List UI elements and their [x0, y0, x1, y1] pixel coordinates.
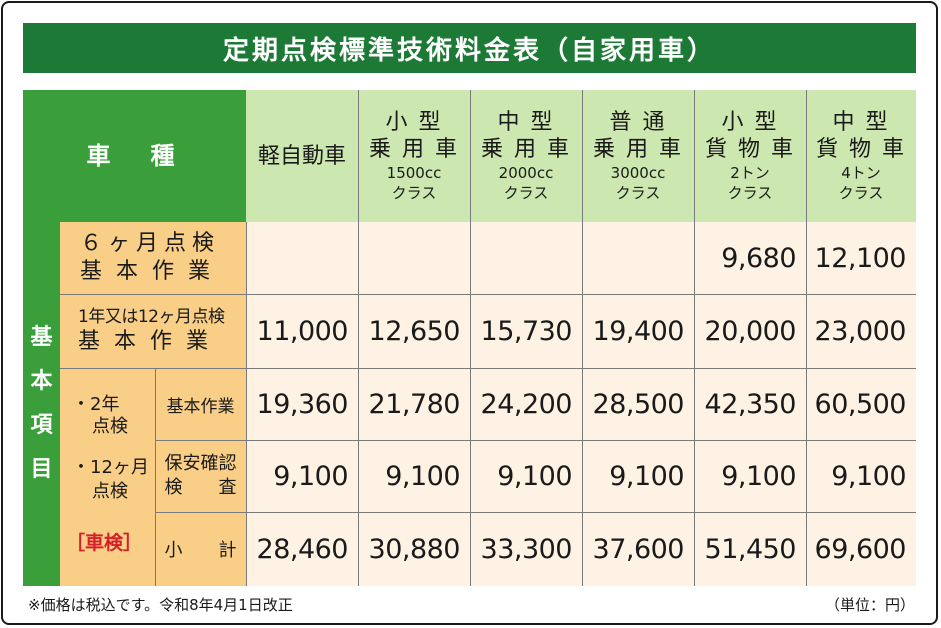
- row-label-basic-work: 基本作業: [155, 368, 246, 440]
- price-cell: 9,100: [470, 440, 582, 512]
- column-header-kei: 軽自動車: [246, 90, 358, 222]
- row-label-text: 基本作業: [166, 396, 235, 417]
- row-label-subtotal: 小 計: [155, 512, 246, 586]
- grid-line: [155, 512, 916, 513]
- price-cell: 51,450: [694, 512, 806, 586]
- price-cell: 33,300: [470, 512, 582, 586]
- price-cell: 9,100: [582, 440, 694, 512]
- column-header-line1: 軽自動車: [257, 143, 346, 169]
- side-label-char: 目: [30, 457, 53, 482]
- price-cell: 19,360: [246, 368, 358, 440]
- column-header-line4: クラス: [615, 184, 661, 202]
- price-cell: 60,500: [806, 368, 916, 440]
- column-header-line3: 3000cc: [610, 164, 666, 182]
- price-cell: 9,100: [358, 440, 470, 512]
- price-cell: 28,460: [246, 512, 358, 586]
- column-header-line3: 1500cc: [386, 164, 442, 182]
- column-header-line2: 乗 用 車: [481, 137, 571, 162]
- column-header-line4: クラス: [838, 184, 884, 202]
- unit-label: （単位：円）: [824, 596, 915, 614]
- vehicle-type-header: 車 種: [23, 90, 246, 222]
- row-label-line2: 検 査: [164, 477, 237, 498]
- price-cell: 12,650: [358, 294, 470, 368]
- column-header-line1: 普 通: [609, 110, 667, 135]
- price-cell: 9,100: [246, 440, 358, 512]
- column-header-line4: クラス: [391, 184, 437, 202]
- price-cell: 20,000: [694, 294, 806, 368]
- price-cell: 28,500: [582, 368, 694, 440]
- table-title: 定期点検標準技術料金表（自家用車）: [23, 23, 916, 73]
- column-header-line3: 2000cc: [498, 164, 554, 182]
- column-header-line3: 4トン: [841, 164, 881, 182]
- grid-line: [806, 90, 807, 586]
- column-header-line1: 小 型: [721, 110, 779, 135]
- column-header-line1: 小 型: [385, 110, 443, 135]
- price-cell: 30,880: [358, 512, 470, 586]
- price-cell: 19,400: [582, 294, 694, 368]
- column-header-small-passenger: 小 型 乗 用 車 1500cc クラス: [358, 90, 470, 222]
- vehicle-type-label: 車 種: [86, 141, 183, 170]
- price-cell: 11,000: [246, 294, 358, 368]
- shaken-label-line: ・2年: [72, 394, 120, 415]
- side-label-char: 項: [30, 413, 53, 438]
- column-header-medium-cargo: 中 型 貨 物 車 4トン クラス: [806, 90, 916, 222]
- column-header-line2: 乗 用 車: [593, 137, 683, 162]
- footnote: ※価格は税込です。令和8年4月1日改正: [28, 596, 293, 614]
- column-header-line2: 乗 用 車: [369, 137, 459, 162]
- price-cell: [246, 222, 358, 294]
- column-header-line4: クラス: [727, 184, 773, 202]
- grid-line: [155, 368, 156, 586]
- row-label-line1: ６ヶ月点検: [80, 231, 221, 256]
- row-label-line1: 保安確認: [164, 453, 237, 474]
- grid-line: [694, 90, 695, 586]
- column-header-line3: 2トン: [730, 164, 770, 182]
- side-label-char: 本: [30, 369, 53, 394]
- shaken-label-line: 点検: [92, 481, 128, 502]
- shaken-label-two-year: ・2年 点検: [72, 394, 128, 438]
- basic-items-side-label: 基 本 項 目: [23, 222, 60, 586]
- price-cell: 37,600: [582, 512, 694, 586]
- price-cell: [582, 222, 694, 294]
- grid-line: [60, 368, 916, 369]
- row-label-text: 小 計: [164, 540, 237, 561]
- grid-line: [246, 222, 247, 586]
- grid-line: [582, 90, 583, 586]
- row-label-six-month-inspection: ６ヶ月点検 基本作業: [60, 222, 246, 294]
- row-label-safety-check: 保安確認 検 査: [155, 440, 246, 512]
- column-header-standard-passenger: 普 通 乗 用 車 3000cc クラス: [582, 90, 694, 222]
- price-cell: 21,780: [358, 368, 470, 440]
- row-label-annual-inspection: 1年又は12ヶ月点検 基本作業: [60, 294, 246, 368]
- column-header-line2: 貨 物 車: [816, 137, 906, 162]
- column-header-line1: 中 型: [497, 110, 555, 135]
- shaken-label-twelve-month: ・12ヶ月 点検: [72, 456, 149, 504]
- column-header-small-cargo: 小 型 貨 物 車 2トン クラス: [694, 90, 806, 222]
- row-label-line2: 基本作業: [80, 259, 225, 284]
- shaken-label-vehicle-inspection: ［車検］: [66, 532, 143, 554]
- column-header-line1: 中 型: [832, 110, 890, 135]
- grid-line: [358, 90, 359, 586]
- price-cell: 15,730: [470, 294, 582, 368]
- price-cell: 12,100: [806, 222, 916, 294]
- price-cell: [470, 222, 582, 294]
- shaken-label-line: 点検: [92, 416, 128, 437]
- shaken-group-label: ・2年 点検 ・12ヶ月 点検 ［車検］: [60, 368, 155, 586]
- row-label-line1: 1年又は12ヶ月点検: [78, 307, 225, 327]
- grid-line: [60, 294, 916, 295]
- grid-line: [155, 440, 916, 441]
- column-header-line2: 貨 物 車: [705, 137, 795, 162]
- price-cell: 24,200: [470, 368, 582, 440]
- price-cell: [358, 222, 470, 294]
- price-cell: 9,100: [694, 440, 806, 512]
- grid-line: [470, 90, 471, 586]
- column-header-medium-passenger: 中 型 乗 用 車 2000cc クラス: [470, 90, 582, 222]
- price-cell: 69,600: [806, 512, 916, 586]
- price-cell: 9,100: [806, 440, 916, 512]
- price-cell: 42,350: [694, 368, 806, 440]
- side-label-char: 基: [30, 325, 53, 350]
- price-cell: 23,000: [806, 294, 916, 368]
- row-label-line2: 基本作業: [78, 329, 223, 354]
- shaken-label-line: ・12ヶ月: [72, 457, 149, 478]
- price-cell: 9,680: [694, 222, 806, 294]
- column-header-line4: クラス: [503, 184, 549, 202]
